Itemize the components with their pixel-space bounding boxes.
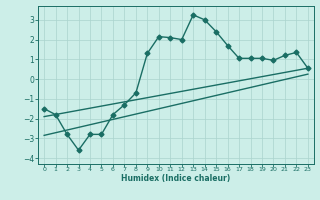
X-axis label: Humidex (Indice chaleur): Humidex (Indice chaleur) [121,174,231,183]
